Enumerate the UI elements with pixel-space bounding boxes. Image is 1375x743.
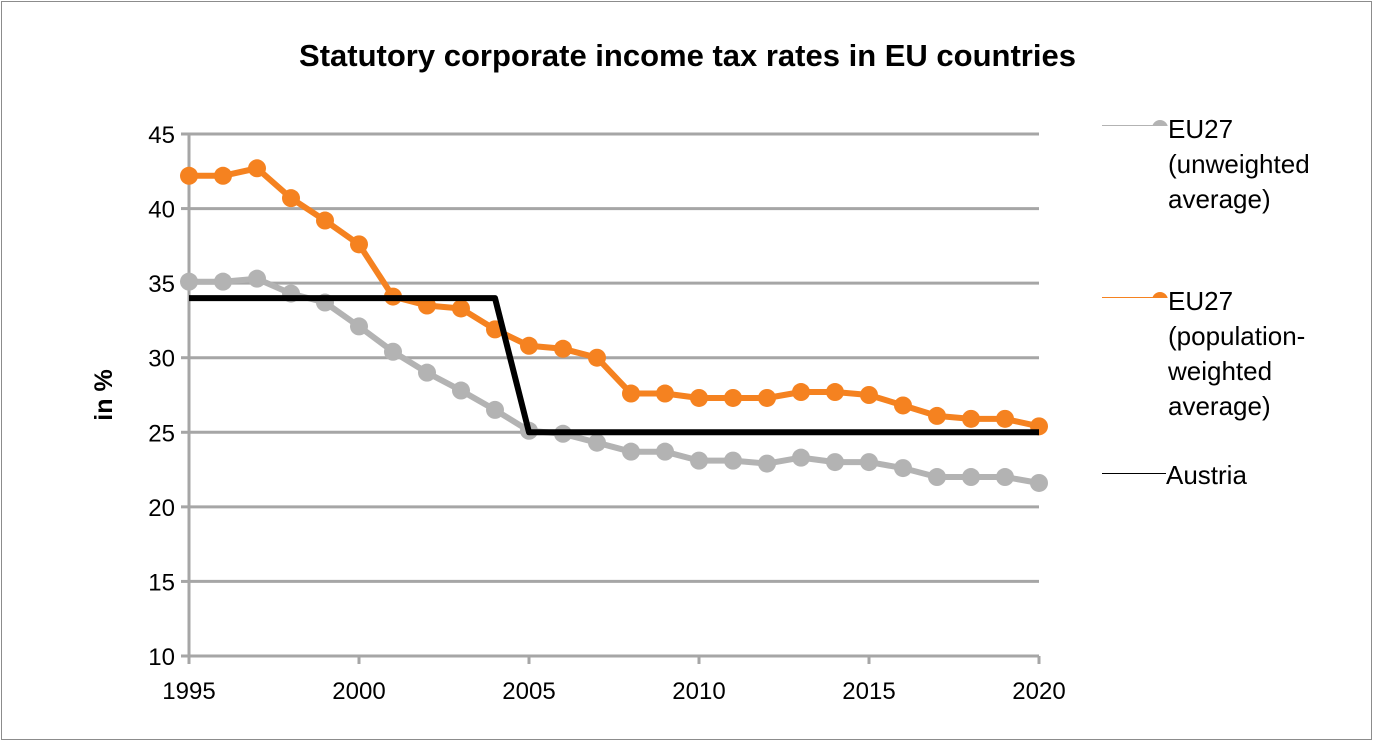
data-point (282, 189, 300, 208)
legend-text: (unweighted (1168, 149, 1310, 179)
data-point (384, 342, 402, 361)
legend-text: average) (1168, 184, 1271, 214)
data-point (316, 211, 334, 230)
data-point (622, 384, 640, 403)
data-point (588, 348, 606, 367)
legend-text: EU27 (1168, 114, 1234, 144)
data-point (996, 409, 1014, 428)
data-point (758, 454, 776, 473)
data-point (214, 272, 232, 291)
legend-symbol-unweighted (1102, 120, 1168, 126)
y-tick-label: 45 (148, 122, 175, 149)
data-point (656, 442, 674, 461)
data-point (690, 451, 708, 470)
legend-symbol-weighted (1102, 292, 1168, 298)
data-point (724, 388, 742, 407)
data-point (214, 166, 232, 185)
data-point (486, 400, 504, 419)
data-point (690, 388, 708, 407)
x-tick-label: 2015 (842, 678, 895, 705)
data-point (452, 299, 470, 318)
data-point (792, 383, 810, 402)
series-group (180, 159, 1048, 492)
data-point (180, 272, 198, 291)
axes (187, 134, 1041, 664)
y-tick-label: 25 (148, 420, 175, 447)
y-axis-label: in % (90, 369, 118, 420)
data-point (894, 396, 912, 415)
x-tick-label: 2020 (1012, 678, 1065, 705)
data-point (248, 159, 266, 178)
data-point (962, 468, 980, 487)
legend-text: EU27 (1168, 286, 1234, 316)
series-line (189, 275, 1040, 486)
data-point (452, 381, 470, 400)
y-tick-labels: 10 15 20 25 30 35 40 45 (148, 122, 175, 671)
data-point (418, 363, 436, 382)
y-tick-label: 20 (148, 495, 175, 522)
data-point (724, 451, 742, 470)
data-point (996, 468, 1014, 487)
x-tick-label: 2010 (672, 678, 725, 705)
x-tick-labels: 1995 2000 2005 2010 2015 2020 (162, 678, 1065, 705)
data-point (894, 459, 912, 478)
x-tick-label: 1995 (162, 678, 215, 705)
legend-text: average) (1168, 391, 1271, 421)
legend-text: (population- (1168, 321, 1306, 351)
data-point (180, 166, 198, 185)
series-eu27-population-weighted-average (180, 159, 1048, 436)
data-point (248, 269, 266, 288)
x-tick-label: 2000 (332, 678, 385, 705)
data-point (350, 235, 368, 254)
data-point (860, 453, 878, 472)
data-point (826, 453, 844, 472)
data-point (554, 339, 572, 358)
y-tick-label: 40 (148, 197, 175, 224)
data-point (928, 406, 946, 425)
data-point (350, 317, 368, 336)
y-tick-label: 15 (148, 569, 175, 596)
data-point (860, 386, 878, 404)
series-eu27-unweighted-average (180, 269, 1048, 492)
data-point (588, 433, 606, 452)
series-line (189, 295, 1039, 436)
legend-text: weighted (1168, 356, 1273, 386)
data-point (656, 384, 674, 403)
data-point (520, 336, 538, 355)
y-tick-label: 35 (148, 271, 175, 298)
y-tick-label: 30 (148, 346, 175, 373)
legend-symbol-austria (1102, 473, 1166, 474)
data-point (758, 388, 776, 407)
data-point (962, 409, 980, 428)
y-tick-label: 10 (148, 644, 175, 671)
data-point (826, 383, 844, 402)
data-point (1030, 473, 1048, 492)
chart-title: Statutory corporate income tax rates in … (299, 38, 1076, 73)
legend-text: Austria (1166, 460, 1247, 490)
series-austria (189, 295, 1039, 436)
data-point (622, 442, 640, 461)
x-tick-label: 2005 (502, 678, 555, 705)
data-point (792, 448, 810, 467)
data-point (928, 468, 946, 487)
